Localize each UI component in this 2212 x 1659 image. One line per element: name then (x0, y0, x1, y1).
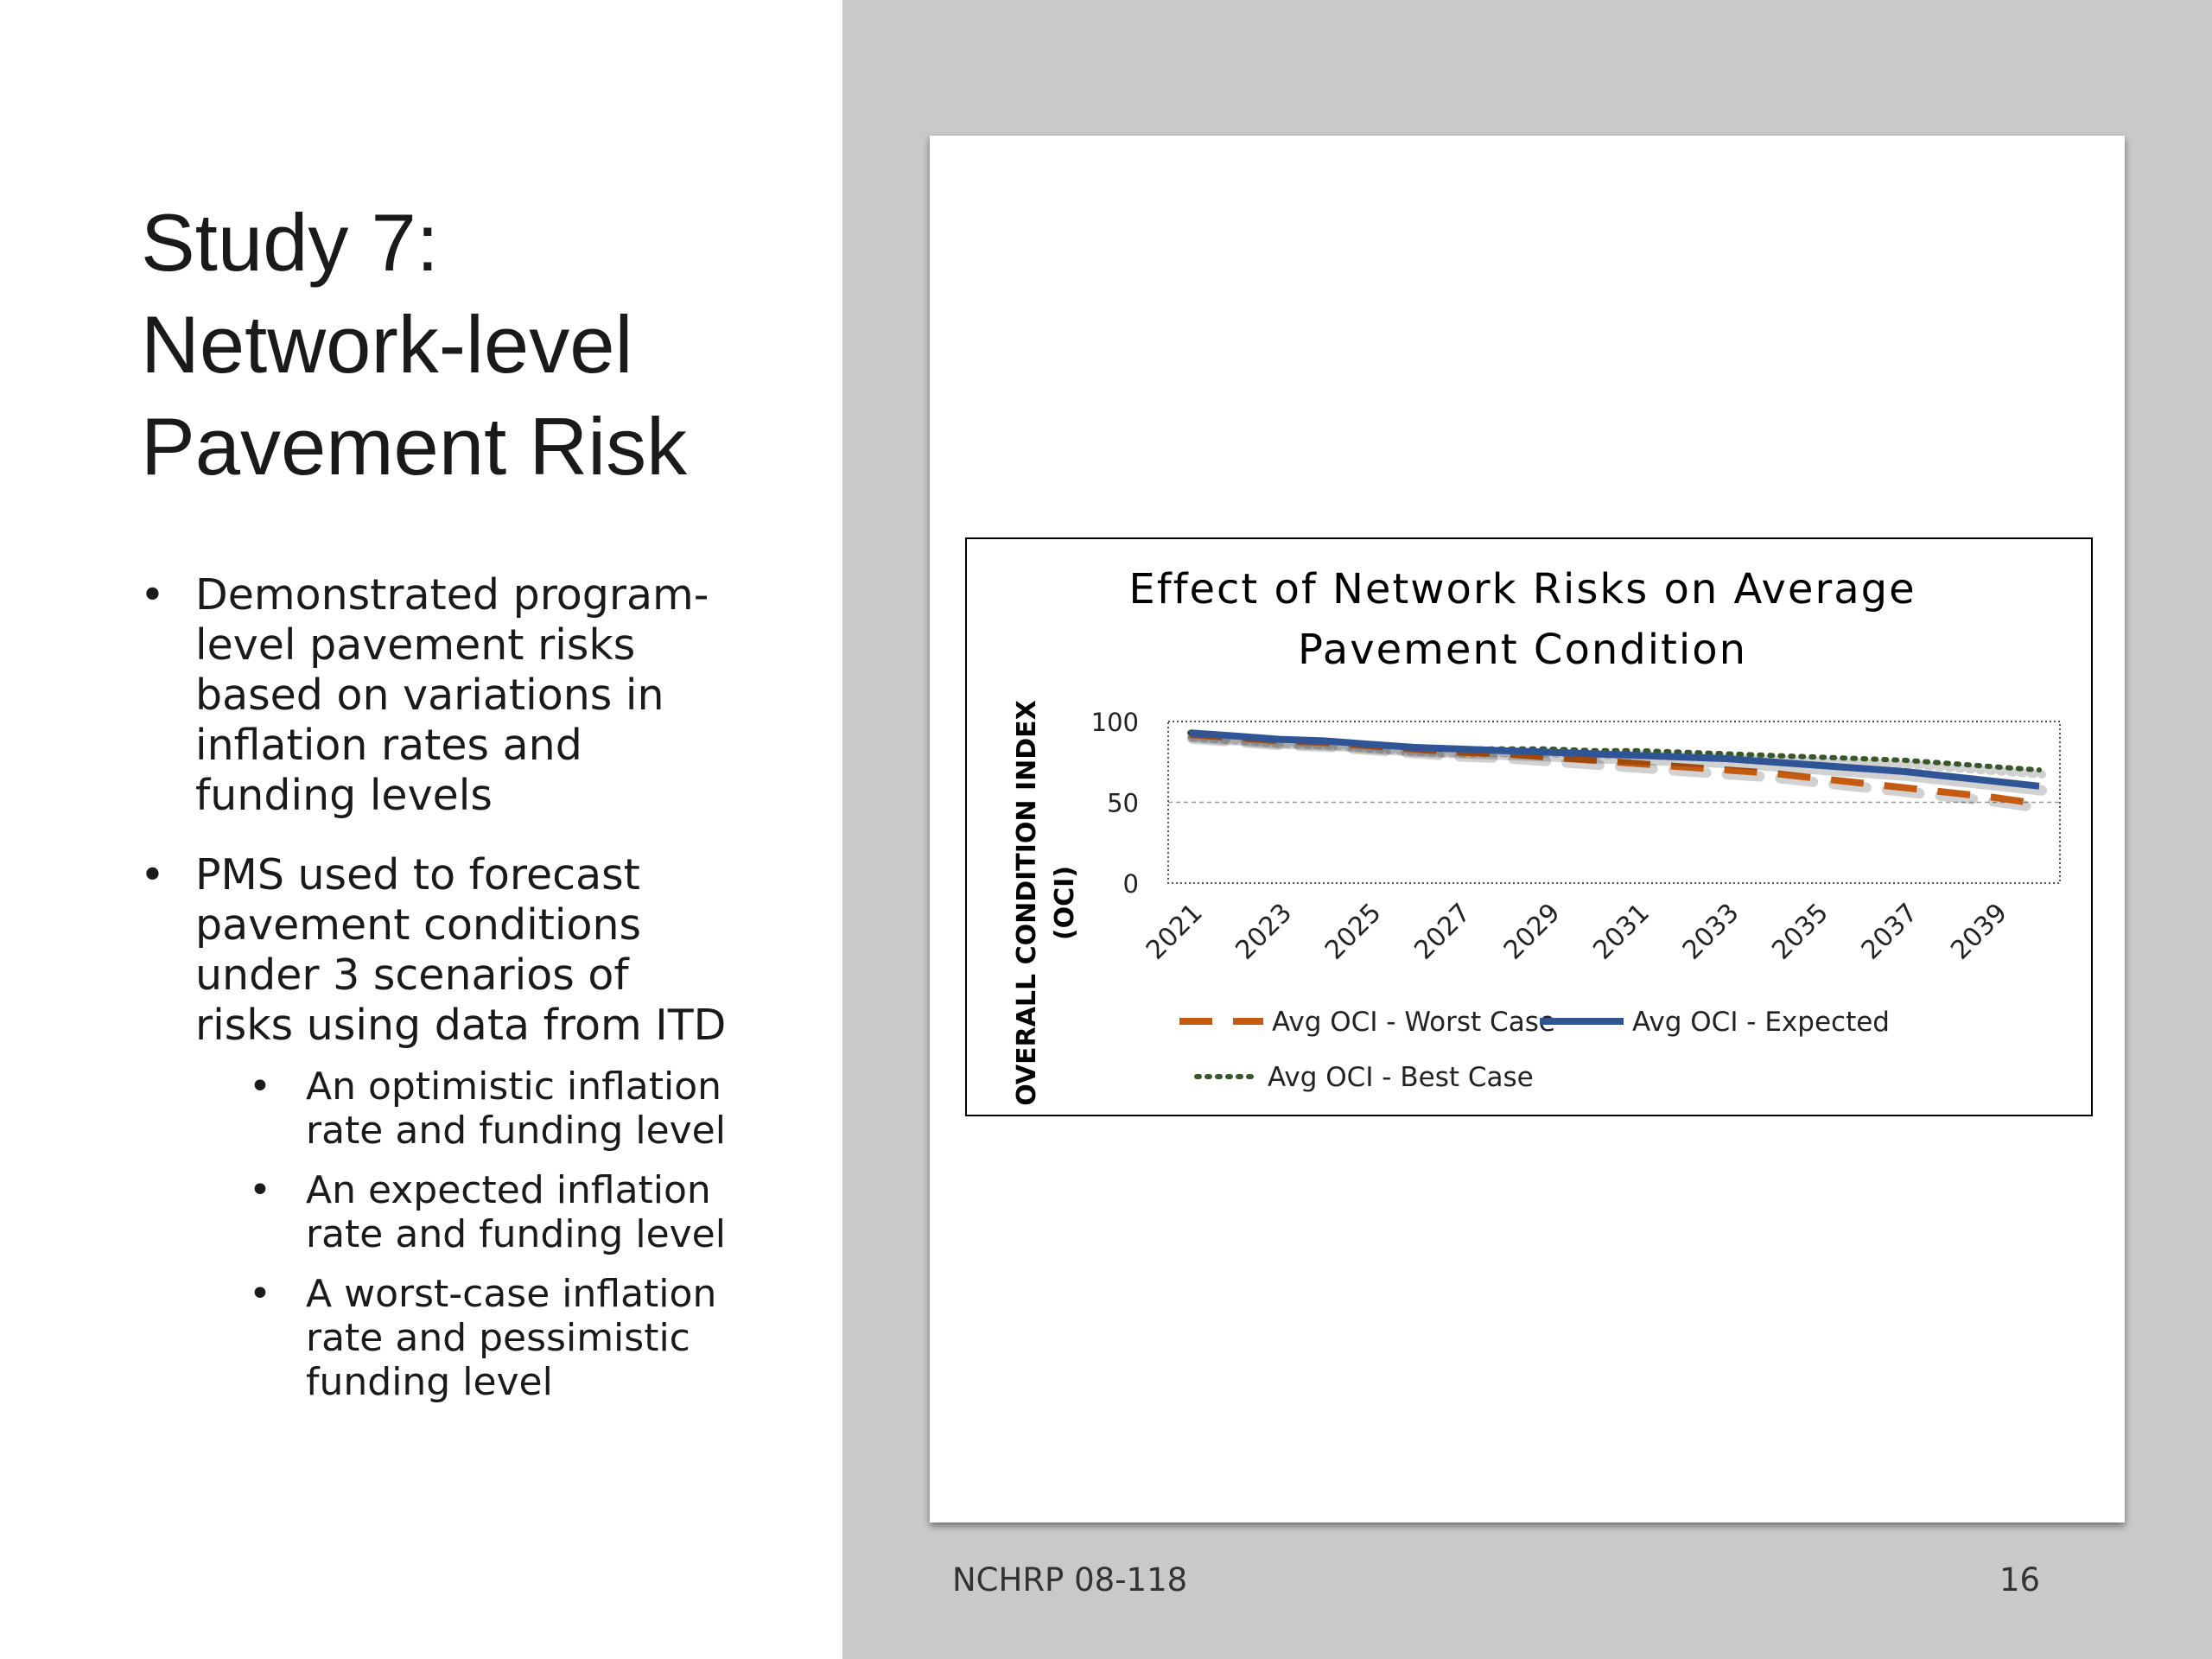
sub-bullet-line: funding level (306, 1360, 553, 1404)
sub-bullet-line: A worst-case inflation (306, 1272, 717, 1316)
bullet-line: inflation rates and (195, 721, 582, 770)
series-line-shadow (1187, 734, 2047, 814)
sub-bullet-line: rate and funding level (306, 1212, 726, 1256)
chart-title-line: Pavement Condition (1298, 626, 1747, 674)
x-tick-label: 2029 (1498, 898, 1567, 966)
sub-bullet-list: An optimistic inflation rate and funding… (137, 1065, 836, 1404)
plot-area (1167, 721, 2061, 884)
series-line (1189, 729, 2040, 790)
legend-label: Avg OCI - Worst Case (1272, 1007, 1555, 1038)
bullet-line: funding levels (195, 771, 493, 820)
x-tick-label: 2031 (1587, 898, 1656, 966)
bullet-line: based on variations in (195, 671, 664, 720)
slide-title: Study 7: Network-level Pavement Risk (141, 192, 815, 498)
sub-bullet-line: An expected inflation (306, 1168, 711, 1212)
title-line: Network-level (141, 299, 633, 390)
chart-title-line: Effect of Network Risks on Average (1128, 565, 1916, 613)
x-tick-label: 2033 (1677, 898, 1745, 966)
footer-source: NCHRP 08-118 (952, 1561, 1188, 1599)
x-tick-label: 2023 (1230, 898, 1298, 966)
chart-frame (965, 537, 2093, 1116)
sub-bullet-line: rate and pessimistic (306, 1316, 690, 1360)
bullet-line: risks using data from ITD (195, 1001, 727, 1050)
bullet-line: pavement conditions (195, 900, 642, 950)
bullet-item: PMS used to forecast pavement conditions… (137, 850, 836, 1051)
y-axis-label-line: OVERALL CONDITION INDEX (1012, 700, 1042, 1106)
page-number: 16 (1999, 1561, 2041, 1599)
series-line (1189, 731, 2040, 808)
x-tick-label: 2025 (1319, 898, 1388, 966)
series-line-shadow (1187, 732, 2047, 796)
x-tick-label: 2039 (1945, 898, 2013, 966)
sub-bullet-line: rate and funding level (306, 1109, 726, 1153)
x-tick-label: 2021 (1141, 898, 1209, 966)
y-axis-label-line: (OCI) (1050, 866, 1080, 940)
title-line: Study 7: (141, 197, 439, 288)
bullet-line: under 3 scenarios of (195, 950, 629, 1000)
y-tick-label: 0 (1123, 869, 1139, 899)
bullet-line: level pavement risks (195, 620, 636, 670)
series-line (1187, 730, 2042, 773)
y-tick-label: 100 (1091, 708, 1139, 737)
sub-bullet-item: An expected inflation rate and funding l… (249, 1168, 836, 1256)
title-line: Pavement Risk (141, 401, 688, 492)
x-tick-label: 2027 (1408, 898, 1477, 966)
y-tick-label: 50 (1107, 789, 1139, 818)
bullet-line: Demonstrated program- (195, 570, 709, 620)
sub-bullet-line: An optimistic inflation (306, 1065, 722, 1109)
bullet-line: PMS used to forecast (195, 850, 640, 899)
sub-bullet-item: A worst-case inflation rate and pessimis… (249, 1272, 836, 1404)
x-tick-label: 2035 (1766, 898, 1834, 966)
legend-label: Avg OCI - Best Case (1268, 1062, 1534, 1093)
bullet-list: Demonstrated program- level pavement ris… (137, 570, 836, 1420)
x-tick-label: 2037 (1856, 898, 1924, 966)
sub-bullet-item: An optimistic inflation rate and funding… (249, 1065, 836, 1153)
legend-label: Avg OCI - Expected (1632, 1007, 1890, 1038)
bullet-item: Demonstrated program- level pavement ris… (137, 570, 836, 821)
